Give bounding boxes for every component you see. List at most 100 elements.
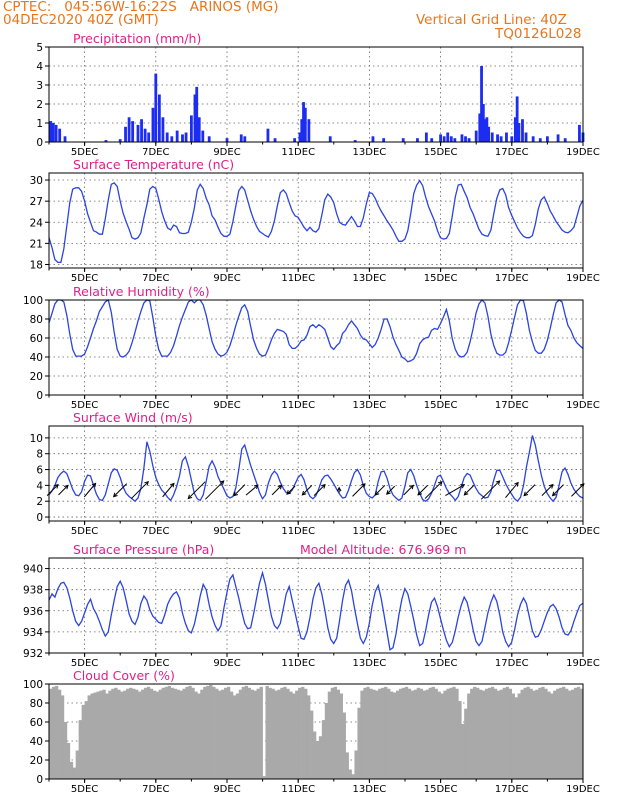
wind-arrow-head	[321, 483, 326, 489]
wind-arrow-head	[409, 484, 415, 490]
precip-bar	[243, 136, 247, 142]
cloud-bar	[410, 690, 415, 779]
cloud-bar	[140, 689, 145, 779]
precip-bar	[266, 128, 270, 142]
precip-ytick-label: 3	[36, 80, 43, 92]
wind-xtick-label: 13DEC	[353, 526, 387, 537]
cloud-bar	[170, 687, 174, 779]
header-model-id: TQ0126L028	[495, 26, 582, 42]
cloud-bar	[514, 697, 518, 779]
cloud-bar	[508, 688, 513, 779]
wind-arrow-head	[437, 480, 443, 486]
precip-bar	[481, 104, 485, 142]
rh-xtick-label: 15DEC	[424, 400, 458, 411]
temp-ytick-label: 24	[30, 217, 44, 229]
cloud-bar	[401, 687, 406, 779]
cloud-frame	[48, 683, 584, 780]
cloud-bar	[484, 688, 489, 779]
precip-bar	[165, 132, 169, 142]
cloud-bar	[268, 687, 272, 779]
cloud-bar	[206, 685, 210, 779]
cloud-bar	[455, 688, 459, 779]
cloud-bar	[473, 686, 477, 779]
cloud-bar	[526, 686, 530, 779]
temp-xtick-label: 13DEC	[353, 273, 387, 284]
cloud-xtick-label: 15DEC	[424, 784, 458, 795]
precip-bar	[515, 96, 519, 142]
wind-ytick-label: 2	[36, 496, 43, 508]
cloud-bar	[66, 742, 71, 779]
cloud-bar	[60, 695, 65, 779]
cloud-ytick-label: 0	[36, 774, 43, 786]
cloud-bar	[212, 686, 216, 779]
precip-bar	[517, 123, 521, 142]
temp-xtick-label: 5DEC	[71, 273, 98, 284]
precip-bar	[578, 124, 581, 142]
precip-bar	[195, 86, 199, 142]
precip-bar	[467, 138, 471, 142]
precip-bar	[293, 138, 297, 142]
precip-bar	[424, 132, 428, 142]
cloud-bar	[372, 689, 376, 779]
cloud-ytick-label: 20	[30, 755, 43, 767]
pres-ytick-label: 932	[23, 648, 43, 660]
precip-bar	[490, 132, 494, 142]
cloud-bar	[567, 690, 572, 779]
precip-bar	[154, 73, 158, 142]
cloud-bar	[185, 686, 189, 779]
cloud-bar	[470, 688, 474, 779]
wind-arrow-head	[233, 491, 238, 497]
cloud-bar	[75, 750, 80, 779]
cloud-bar	[238, 689, 243, 779]
cloud-bar	[54, 685, 59, 779]
precip-bar	[298, 132, 302, 142]
cloud-bar	[550, 693, 554, 779]
wind-arrow-head	[170, 482, 175, 488]
cloud-bar	[182, 688, 186, 779]
cloud-bar	[315, 741, 320, 779]
precip-bar	[190, 115, 193, 142]
pres-frame	[48, 557, 584, 654]
precip-bar	[170, 136, 174, 142]
temp-xtick-label: 19DEC	[566, 273, 600, 284]
precip-bar	[151, 107, 155, 142]
wind-series-line	[48, 435, 584, 503]
precip-bar	[143, 128, 147, 142]
cloud-bar	[161, 687, 166, 779]
cloud-bar	[392, 692, 397, 779]
cloud-bar	[452, 686, 456, 779]
wind-arrow-head	[219, 480, 225, 485]
cloud-bar	[428, 687, 432, 779]
cloud-bar	[309, 710, 314, 779]
wind-xtick-label: 11DEC	[281, 526, 315, 537]
cloud-bar	[404, 686, 409, 779]
precip-bar	[513, 117, 517, 142]
wind-arrow	[162, 483, 175, 498]
precip-bar	[464, 136, 467, 142]
precip-bar	[483, 119, 487, 142]
precip-bar	[442, 136, 446, 142]
cloud-bar	[461, 723, 465, 779]
cloud-bar	[481, 690, 486, 779]
temp-xtick-label: 9DEC	[213, 273, 240, 284]
cloud-xtick-label: 11DEC	[281, 784, 315, 795]
header-run-date: 04DEC2020 40Z (GMT)	[3, 12, 159, 28]
cloud-bar	[570, 689, 575, 779]
wind-arrow	[113, 483, 128, 497]
temp-ytick-label: 18	[30, 259, 43, 271]
temp-title: Surface Temperature (nC)	[73, 157, 234, 172]
cloud-bar	[247, 687, 252, 779]
precip-bar	[104, 140, 108, 142]
wind-arrow	[386, 485, 396, 495]
cloud-bar	[220, 689, 225, 779]
cloud-bar	[301, 686, 305, 779]
cloud-bar	[129, 687, 133, 779]
cloud-bar	[87, 695, 91, 779]
precip-xtick-label: 19DEC	[566, 147, 600, 158]
cloud-bar	[286, 688, 290, 779]
wind-arrow	[552, 484, 564, 496]
cloud-bar	[413, 689, 418, 779]
cloud-bar	[422, 690, 427, 779]
cloud-bar	[173, 688, 177, 779]
